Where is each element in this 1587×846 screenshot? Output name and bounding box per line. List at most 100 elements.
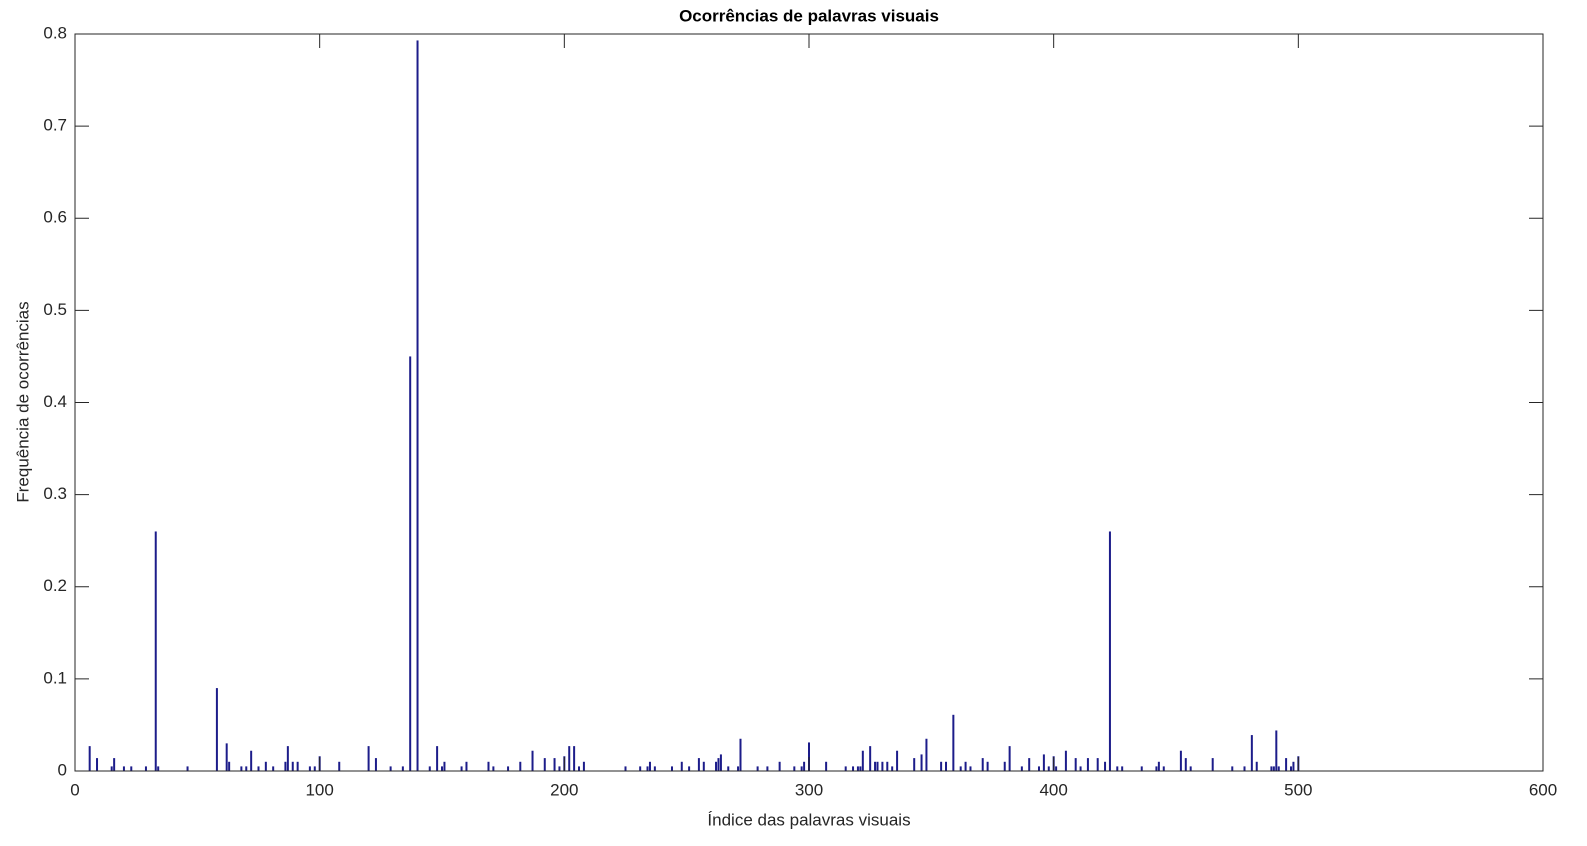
- bar: [969, 766, 972, 771]
- bar: [952, 714, 955, 771]
- x-tick-label: 300: [795, 780, 823, 799]
- bar: [1096, 758, 1099, 771]
- y-tick-label: 0.5: [43, 300, 67, 319]
- bar: [257, 766, 260, 771]
- bar: [1042, 754, 1045, 771]
- bar: [113, 758, 116, 771]
- bar: [876, 761, 879, 771]
- bar: [856, 766, 859, 771]
- bar: [881, 761, 884, 771]
- bar: [702, 761, 705, 771]
- bar: [1243, 766, 1246, 771]
- y-tick-label: 0.7: [43, 116, 67, 135]
- bar: [228, 761, 231, 771]
- bar: [913, 758, 916, 771]
- bar: [543, 758, 546, 771]
- bar: [986, 761, 989, 771]
- bar: [245, 766, 248, 771]
- bar: [697, 758, 700, 771]
- x-tick-label: 100: [305, 780, 333, 799]
- bar: [844, 766, 847, 771]
- bar: [778, 761, 781, 771]
- bar: [1155, 766, 1158, 771]
- bar: [803, 761, 806, 771]
- bar: [367, 746, 370, 771]
- bar: [436, 746, 439, 771]
- bar: [896, 750, 899, 771]
- bar: [1289, 766, 1292, 771]
- bar: [1108, 531, 1111, 771]
- y-tick-label: 0: [58, 760, 67, 779]
- bar: [737, 766, 740, 771]
- y-tick-label: 0.3: [43, 484, 67, 503]
- bar: [653, 766, 656, 771]
- bar: [1074, 758, 1077, 771]
- bar: [264, 761, 267, 771]
- bar: [110, 766, 113, 771]
- bar: [1055, 766, 1058, 771]
- bar: [940, 761, 943, 771]
- bar: [670, 766, 673, 771]
- bar: [401, 766, 404, 771]
- bar: [291, 761, 294, 771]
- bar: [286, 746, 289, 771]
- bar: [487, 761, 490, 771]
- y-tick-label: 0.6: [43, 208, 67, 227]
- bar: [338, 761, 341, 771]
- bar: [1231, 766, 1234, 771]
- y-axis-label: Frequência de ocorrências: [13, 301, 32, 502]
- bar: [852, 766, 855, 771]
- bar: [1121, 766, 1124, 771]
- bar: [460, 766, 463, 771]
- bar: [416, 40, 419, 772]
- bar: [739, 738, 742, 771]
- bar: [727, 766, 730, 771]
- bar: [225, 743, 228, 771]
- x-tick-label: 200: [550, 780, 578, 799]
- bar: [553, 758, 556, 771]
- bar: [1079, 766, 1082, 771]
- bar: [240, 766, 243, 771]
- bar: [861, 750, 864, 771]
- bar: [1179, 750, 1182, 771]
- bar: [825, 761, 828, 771]
- bar: [374, 758, 377, 771]
- bar: [1086, 758, 1089, 771]
- bar: [1275, 730, 1278, 771]
- bar: [1037, 766, 1040, 771]
- bar: [531, 750, 534, 771]
- bar: [578, 766, 581, 771]
- bar: [1008, 746, 1011, 771]
- bar: [1184, 758, 1187, 771]
- bar: [157, 766, 160, 771]
- bar: [308, 766, 311, 771]
- bar: [558, 766, 561, 771]
- bar: [1064, 750, 1067, 771]
- bar: [1104, 761, 1107, 771]
- bar: [1162, 766, 1165, 771]
- bar: [428, 766, 431, 771]
- bar: [688, 766, 691, 771]
- bar: [859, 766, 862, 771]
- bar: [1250, 735, 1253, 771]
- bar: [1277, 766, 1280, 771]
- bar: [1157, 761, 1160, 771]
- x-tick-label: 0: [70, 780, 79, 799]
- bar: [582, 761, 585, 771]
- bar: [959, 766, 962, 771]
- bar: [869, 746, 872, 771]
- bar: [389, 766, 392, 771]
- bar: [465, 761, 468, 771]
- bar: [1255, 761, 1258, 771]
- bar: [507, 766, 510, 771]
- bar: [144, 766, 147, 771]
- bar: [272, 766, 275, 771]
- bar: [874, 761, 877, 771]
- bar: [441, 766, 443, 771]
- y-tick-label: 0.1: [43, 668, 67, 687]
- bar: [920, 754, 923, 771]
- bar: [719, 754, 722, 771]
- bar: [886, 761, 889, 771]
